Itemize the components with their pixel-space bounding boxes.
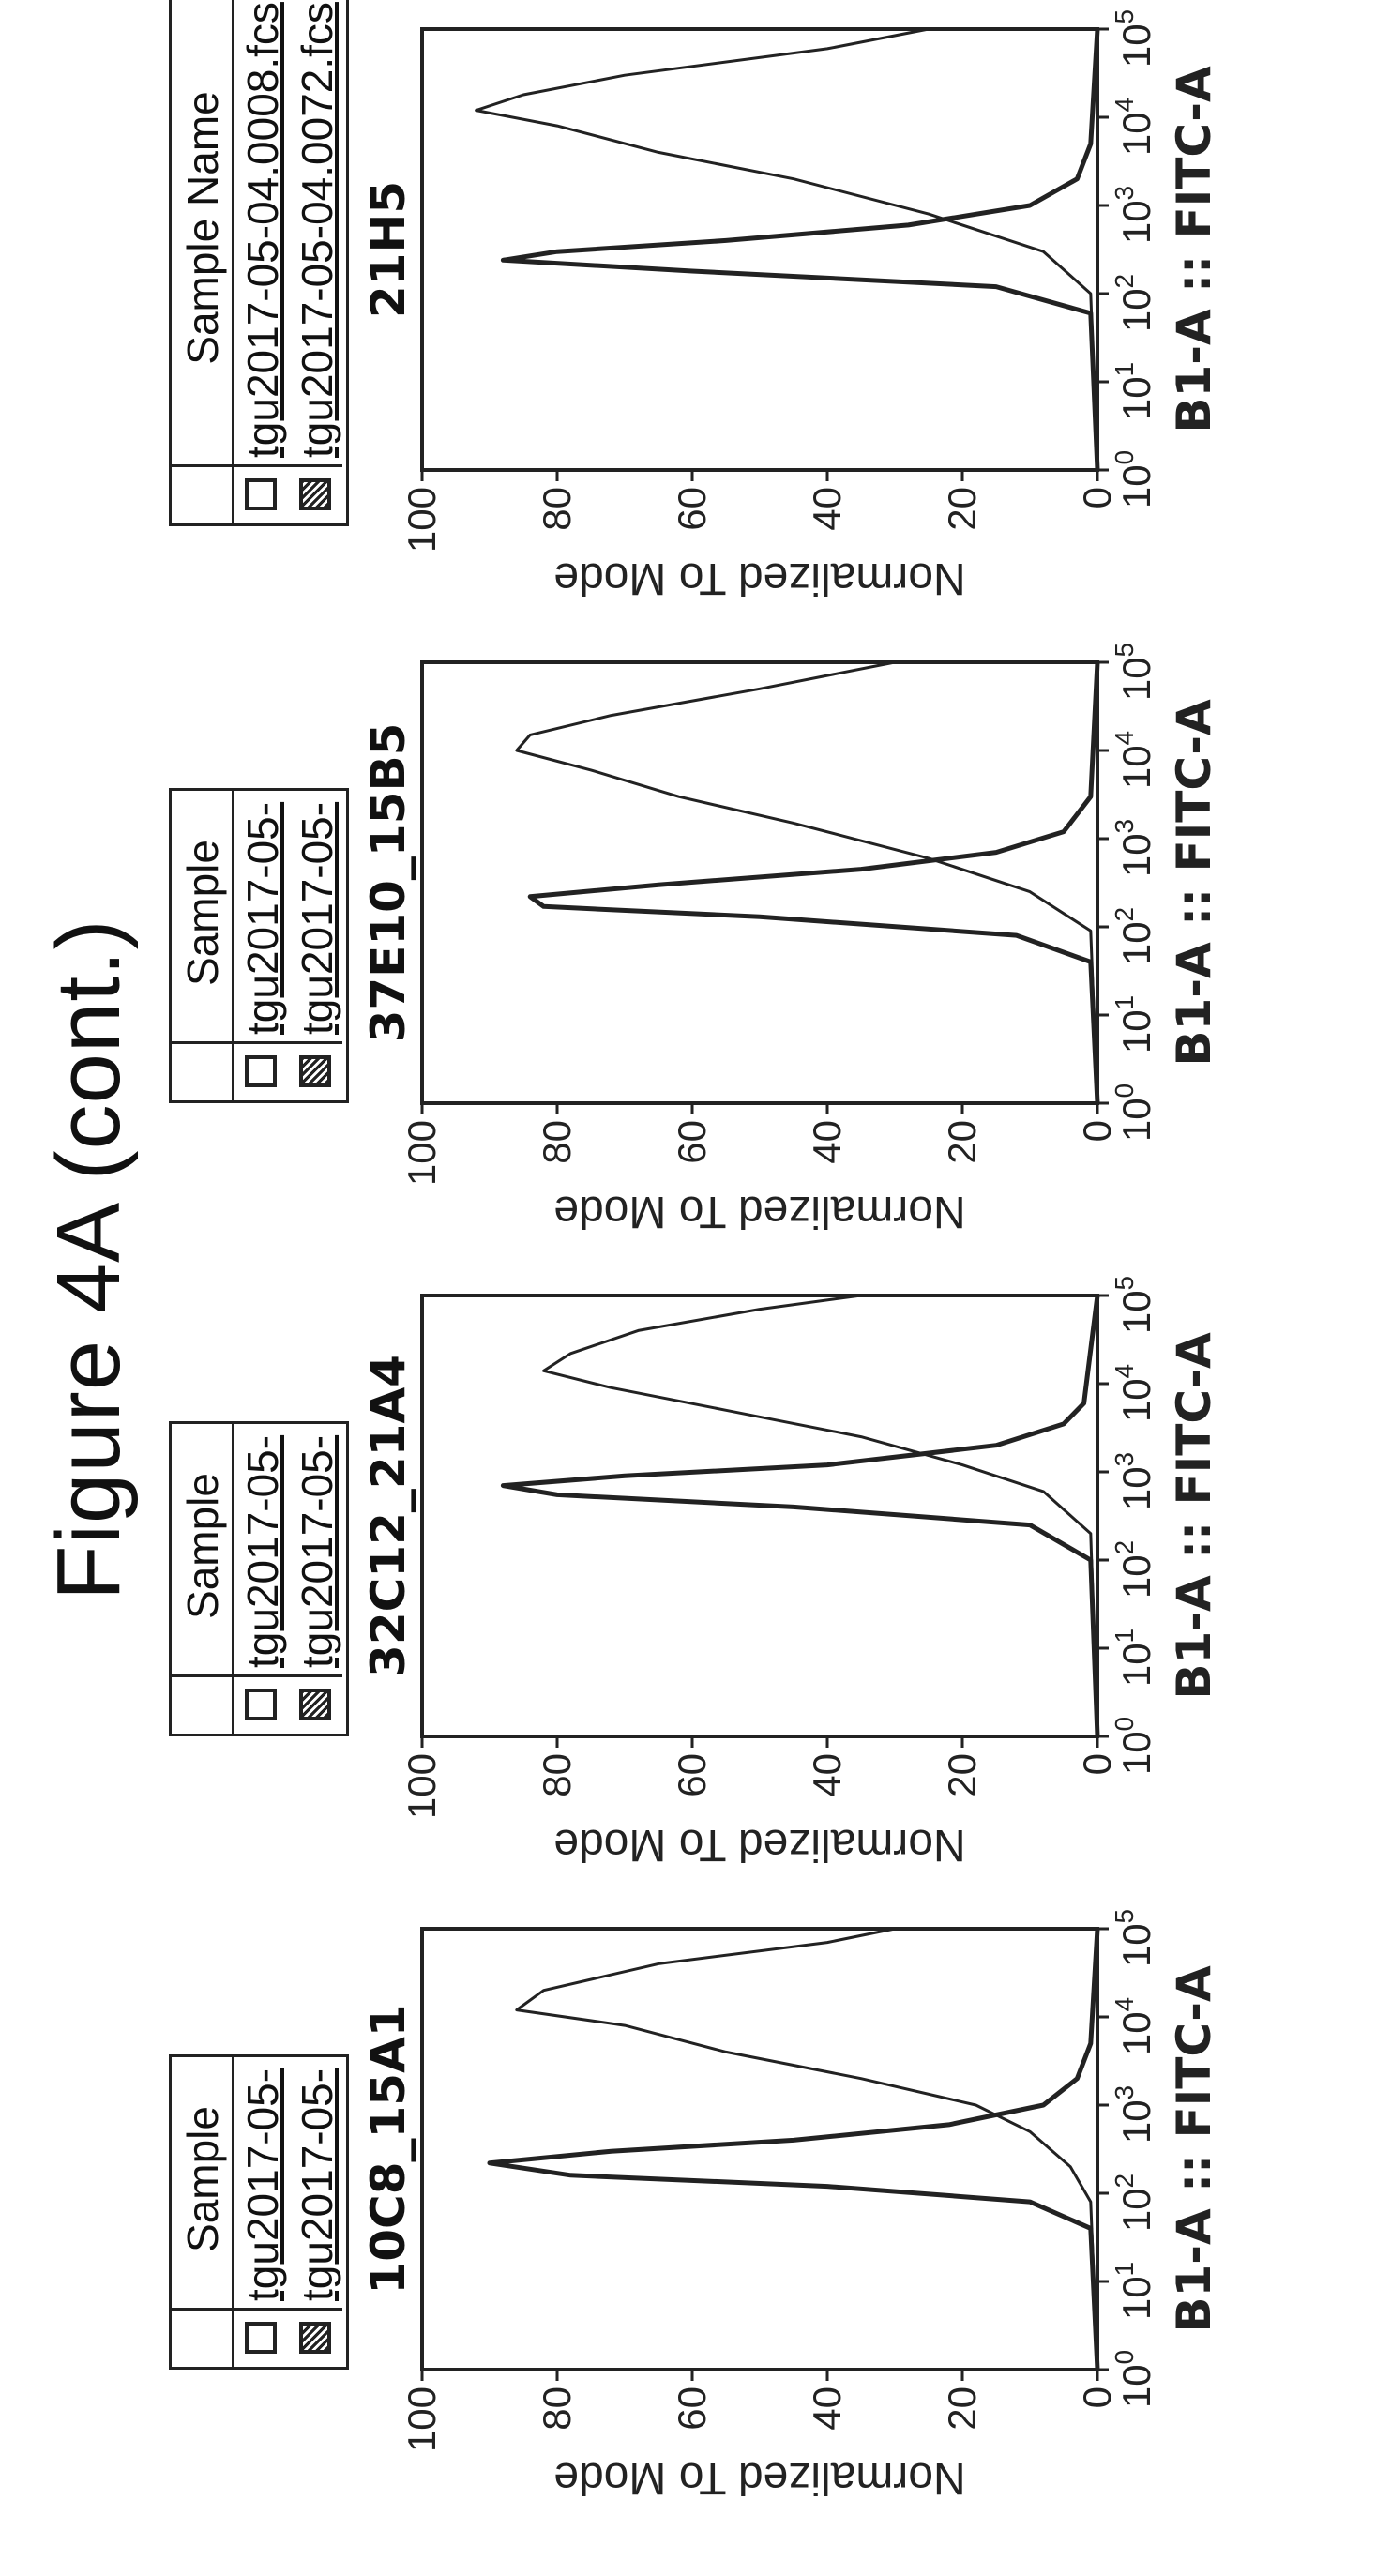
plot-svg: 0 20 40 60 80 100 100 101 102 103 104 105 Normalized…	[400, 1909, 1221, 2503]
series-line-2	[515, 1927, 1099, 2371]
x-tick-label: 105	[1110, 1276, 1158, 1334]
y-tick-label: 100	[400, 2387, 444, 2452]
x-tick-label: 104	[1110, 1364, 1158, 1422]
x-tick-label: 101	[1110, 995, 1158, 1053]
x-axis-label: B1-A :: FITC-A	[1167, 699, 1221, 1067]
series-line-2	[542, 1294, 1099, 1737]
y-axis-label: Normalized To Mode	[553, 553, 965, 603]
x-tick-label: 104	[1110, 1997, 1158, 2055]
y-tick-label: 60	[670, 487, 714, 531]
y-tick-label: 40	[805, 1120, 849, 1164]
y-tick-label: 100	[400, 1753, 444, 1819]
x-tick-label: 101	[1110, 1629, 1158, 1687]
y-tick-label: 100	[400, 487, 444, 553]
y-tick-label: 40	[805, 487, 849, 531]
plot-svg: 0 20 40 60 80 100 100 101 102 103 104 105 Normalized…	[400, 643, 1221, 1236]
chart-panel-4: Sample Name tgu2017-05-04.0008.fcs tgu2017…	[0, 0, 1376, 611]
x-tick-label: 105	[1110, 643, 1158, 701]
y-tick-label: 60	[670, 2387, 714, 2431]
x-tick-label: 105	[1110, 9, 1158, 68]
x-tick-label: 100	[1110, 1083, 1158, 1142]
plot-frame	[420, 1294, 1099, 1738]
y-tick-label: 80	[535, 487, 579, 531]
y-axis-label: Normalized To Mode	[553, 1187, 965, 1236]
y-tick-label: 100	[400, 1120, 444, 1186]
chart-panel-1: Sample tgu2017-05- tgu2017-05- 10C8_15A1 0 20…	[0, 1872, 1376, 2510]
x-tick-label: 103	[1110, 186, 1158, 244]
y-tick-label: 80	[535, 2387, 579, 2431]
x-tick-label: 103	[1110, 2085, 1158, 2144]
y-tick-label: 80	[535, 1120, 579, 1164]
series-line-1	[487, 1928, 1100, 2371]
series-line-1	[500, 28, 1100, 471]
series-line-2	[475, 27, 1099, 471]
y-tick-label: 60	[670, 1753, 714, 1797]
y-tick-label: 40	[805, 1753, 849, 1797]
plot-frame	[420, 660, 1099, 1105]
y-tick-label: 20	[940, 2387, 984, 2431]
series-line-1	[500, 1295, 1100, 1737]
series-line-2	[515, 660, 1099, 1104]
y-tick-label: 20	[940, 1120, 984, 1164]
x-tick-label: 100	[1110, 2350, 1158, 2408]
x-axis-label: B1-A :: FITC-A	[1167, 66, 1221, 433]
y-tick-label: 0	[1075, 487, 1119, 508]
x-axis-label: B1-A :: FITC-A	[1167, 1965, 1221, 2333]
x-tick-label: 102	[1110, 907, 1158, 965]
y-tick-label: 80	[535, 1753, 579, 1797]
x-tick-label: 104	[1110, 98, 1158, 156]
x-tick-label: 101	[1110, 362, 1158, 420]
x-tick-label: 102	[1110, 1540, 1158, 1599]
plot-svg: 0 20 40 60 80 100 100 101 102 103 104 105 Normalized…	[400, 1276, 1221, 1870]
y-tick-label: 0	[1075, 1120, 1119, 1142]
y-tick-label: 0	[1075, 2387, 1119, 2408]
x-tick-label: 103	[1110, 1452, 1158, 1510]
chart-panel-2: Sample tgu2017-05- tgu2017-05- 32C12_21A4 0 2…	[0, 1239, 1376, 1877]
y-tick-label: 0	[1075, 1753, 1119, 1775]
x-tick-label: 104	[1110, 731, 1158, 789]
plot-svg: 0 20 40 60 80 100 100 101 102 103 104 105 Normalized…	[400, 9, 1221, 603]
y-tick-label: 40	[805, 2387, 849, 2431]
x-tick-label: 105	[1110, 1909, 1158, 1967]
y-tick-label: 60	[670, 1120, 714, 1164]
y-axis-label: Normalized To Mode	[553, 2453, 965, 2503]
x-tick-label: 101	[1110, 2262, 1158, 2320]
x-tick-label: 103	[1110, 819, 1158, 877]
x-tick-label: 102	[1110, 2174, 1158, 2232]
x-tick-label: 100	[1110, 1717, 1158, 1775]
series-line-1	[527, 661, 1100, 1104]
x-tick-label: 102	[1110, 274, 1158, 332]
plot-frame	[420, 27, 1099, 472]
chart-panel-3: Sample tgu2017-05- tgu2017-05- 37E10_15B5 0 2…	[0, 606, 1376, 1244]
y-axis-label: Normalized To Mode	[553, 1820, 965, 1870]
y-tick-label: 20	[940, 1753, 984, 1797]
x-tick-label: 100	[1110, 450, 1158, 508]
y-tick-label: 20	[940, 487, 984, 531]
x-axis-label: B1-A :: FITC-A	[1167, 1332, 1221, 1700]
plot-frame	[420, 1927, 1099, 2371]
